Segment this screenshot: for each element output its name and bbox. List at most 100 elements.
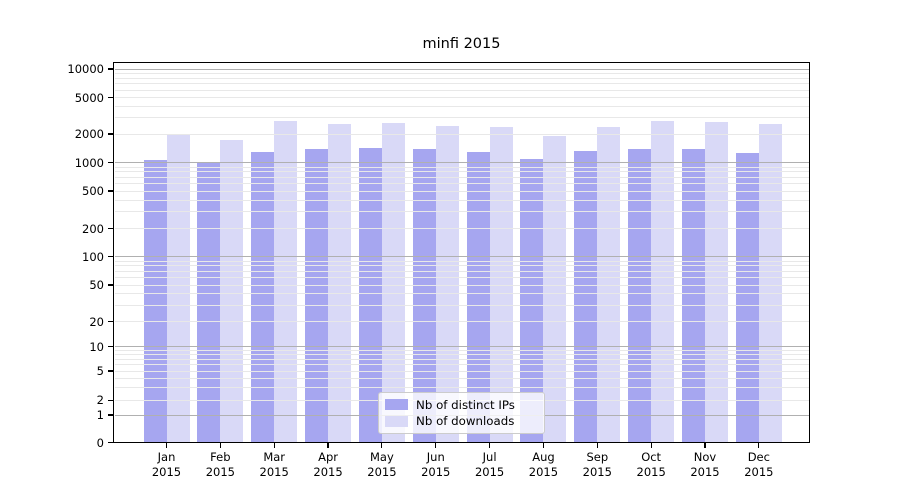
gridline-minor bbox=[114, 304, 809, 306]
legend-swatch-distinct-ips bbox=[385, 399, 408, 411]
gridline-minor bbox=[114, 277, 809, 279]
gridline-minor bbox=[114, 265, 809, 267]
x-tick-label-line: Jun bbox=[426, 449, 445, 464]
gridline-minor bbox=[114, 166, 809, 168]
bar-distinct-ips-nov bbox=[682, 149, 705, 443]
y-tick-label: 20 bbox=[89, 314, 104, 329]
bar-distinct-ips-feb bbox=[197, 163, 221, 443]
gridline-minor bbox=[114, 133, 809, 135]
y-tick-label: 2000 bbox=[74, 127, 104, 141]
x-tick-label-line: 2015 bbox=[313, 464, 343, 479]
x-tick-label: Dec 2015 bbox=[727, 450, 791, 480]
x-tick-label: Jan 2015 bbox=[135, 450, 199, 480]
y-tick-mark bbox=[108, 414, 113, 416]
gridline-minor bbox=[114, 117, 809, 119]
x-tick-mark bbox=[381, 442, 383, 448]
x-tick-label: Nov 2015 bbox=[673, 450, 737, 480]
legend-label-downloads: Nb of downloads bbox=[416, 414, 515, 429]
y-tick-mark bbox=[108, 162, 113, 164]
x-tick-label-line: 2015 bbox=[474, 464, 505, 479]
x-tick-label: Aug 2015 bbox=[511, 450, 575, 480]
gridline-major bbox=[114, 68, 809, 70]
x-tick-label: Sep 2015 bbox=[565, 450, 629, 480]
x-tick-mark bbox=[542, 442, 545, 448]
x-tick-label-line: 2015 bbox=[690, 464, 720, 479]
gridline-minor bbox=[114, 211, 809, 213]
y-tick-mark bbox=[108, 97, 113, 99]
gridline-minor bbox=[114, 349, 809, 351]
gridline-minor bbox=[114, 358, 809, 360]
y-tick-mark bbox=[108, 68, 113, 70]
gridline-minor bbox=[114, 171, 809, 173]
x-tick-label-line: 2015 bbox=[636, 464, 666, 479]
gridline-minor bbox=[114, 228, 809, 229]
x-tick-label-line: Aug bbox=[532, 449, 555, 464]
bar-downloads-oct bbox=[651, 121, 675, 443]
gridline-minor bbox=[114, 190, 809, 192]
x-tick-mark bbox=[435, 442, 437, 448]
gridline-minor bbox=[114, 377, 809, 379]
bar-downloads-apr bbox=[328, 123, 352, 443]
bar-downloads-jun bbox=[435, 125, 459, 443]
x-tick-label-line: 2015 bbox=[582, 464, 612, 479]
y-tick-label: 1000 bbox=[74, 155, 104, 170]
chart-title: minfi 2015 bbox=[422, 36, 501, 52]
bar-distinct-ips-oct bbox=[628, 149, 652, 443]
y-tick-mark bbox=[108, 284, 113, 286]
gridline-major bbox=[114, 256, 809, 258]
x-tick-label: Oct 2015 bbox=[619, 450, 683, 480]
legend-item-distinct-ips: Nb of distinct IPs bbox=[385, 398, 538, 412]
legend-label-distinct-ips: Nb of distinct IPs bbox=[416, 397, 515, 412]
x-tick-label: Apr 2015 bbox=[296, 450, 360, 480]
bar-downloads-aug bbox=[543, 136, 567, 443]
x-tick-label-line: 2015 bbox=[421, 464, 451, 479]
gridline-minor bbox=[114, 364, 809, 366]
x-tick-mark bbox=[327, 442, 329, 448]
gridline-major bbox=[114, 346, 809, 348]
bar-distinct-ips-jul bbox=[466, 152, 490, 443]
y-tick-mark bbox=[108, 256, 113, 258]
x-tick-mark bbox=[489, 442, 491, 448]
bar-downloads-may bbox=[381, 123, 405, 443]
bar-downloads-mar bbox=[274, 120, 298, 443]
y-tick-mark bbox=[108, 227, 113, 230]
bar-downloads-dec bbox=[758, 123, 782, 443]
gridline-minor bbox=[114, 72, 809, 74]
x-tick-label-line: 2015 bbox=[367, 464, 397, 479]
y-tick-mark bbox=[108, 133, 113, 135]
x-tick-mark bbox=[704, 442, 706, 448]
gridline-minor bbox=[114, 284, 809, 286]
bar-distinct-ips-jan bbox=[143, 159, 167, 443]
y-tick-label: 200 bbox=[82, 221, 104, 236]
y-tick-label: 500 bbox=[82, 184, 104, 198]
x-tick-label: Jul 2015 bbox=[458, 450, 522, 480]
bar-distinct-ips-mar bbox=[251, 151, 275, 443]
gridline-minor bbox=[114, 199, 809, 201]
bar-distinct-ips-apr bbox=[305, 149, 329, 443]
y-tick-mark bbox=[108, 190, 113, 192]
x-tick-label-line: Apr bbox=[318, 449, 338, 464]
x-tick-label-line: 2015 bbox=[259, 464, 289, 479]
y-tick-label: 1 bbox=[96, 408, 104, 422]
x-tick-label-line: Mar bbox=[263, 449, 286, 464]
bar-distinct-ips-may bbox=[358, 147, 382, 443]
x-tick-label-line: 2015 bbox=[744, 464, 774, 479]
legend: Nb of distinct IPs Nb of downloads bbox=[378, 392, 545, 434]
gridline-minor bbox=[114, 321, 809, 323]
x-tick-label-line: May bbox=[370, 449, 394, 464]
x-tick-label-line: Sep bbox=[586, 449, 609, 464]
bar-downloads-jan bbox=[166, 134, 190, 443]
y-tick-mark bbox=[108, 399, 113, 401]
gridline-minor bbox=[114, 183, 809, 185]
bar-downloads-nov bbox=[705, 121, 728, 443]
x-tick-mark bbox=[758, 442, 760, 448]
y-tick-label: 100 bbox=[82, 249, 104, 264]
y-tick-mark bbox=[108, 321, 113, 323]
y-tick-mark bbox=[108, 370, 113, 372]
x-tick-mark bbox=[650, 442, 652, 448]
gridline-minor bbox=[114, 270, 809, 272]
bar-distinct-ips-sep bbox=[574, 150, 598, 443]
y-tick-label: 10000 bbox=[67, 62, 104, 76]
y-tick-mark bbox=[108, 346, 113, 348]
gridline-minor bbox=[114, 293, 809, 295]
